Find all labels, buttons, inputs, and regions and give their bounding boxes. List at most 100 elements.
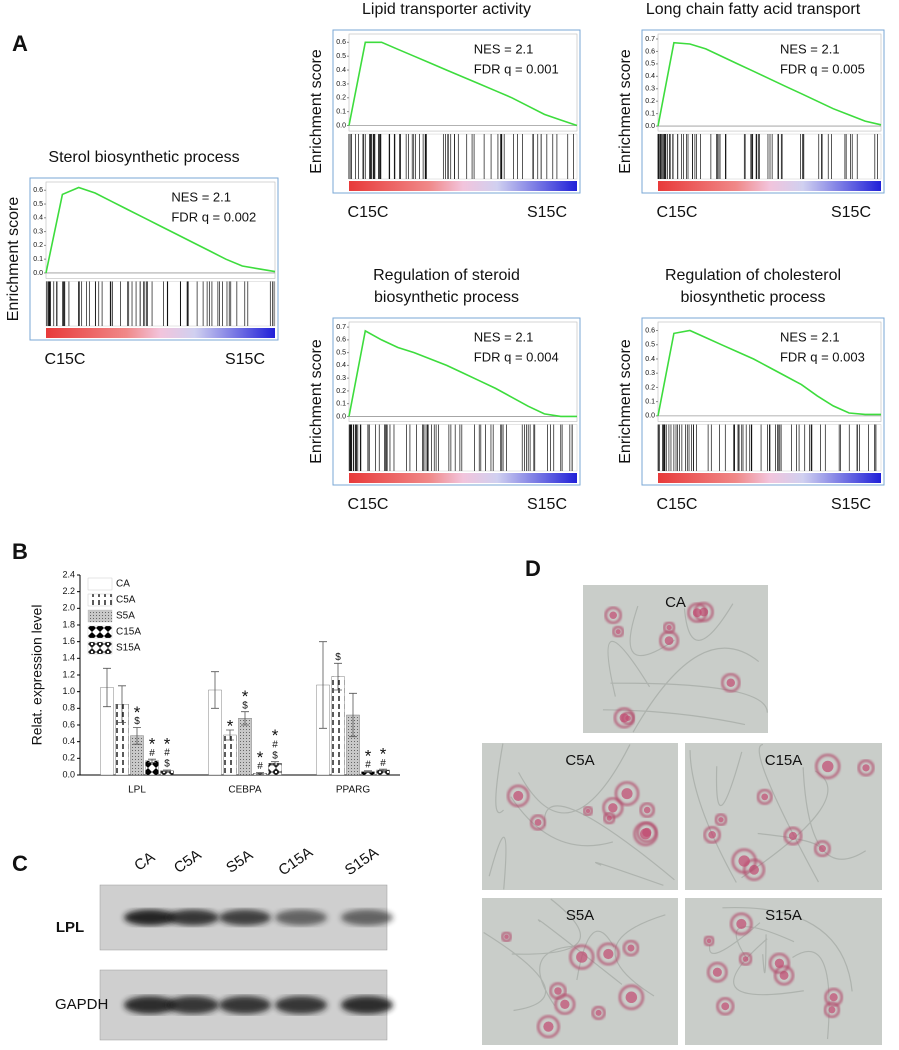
- plot-title: Sterol biosynthetic process: [48, 149, 239, 166]
- lipid-cell: [857, 759, 875, 777]
- y-tick-label: 2.2: [62, 586, 75, 596]
- error-bar: [271, 761, 279, 766]
- y-tick-label: 0.1: [336, 401, 346, 408]
- x-end-label: C15C: [657, 204, 698, 221]
- lipid-droplet: [513, 790, 524, 801]
- legend-swatch: [87, 577, 113, 591]
- lipid-droplet: [543, 1021, 554, 1032]
- error-bar: [241, 711, 249, 726]
- lipid-cell: [756, 788, 773, 805]
- cell-outline: [576, 930, 615, 981]
- y-tick-label: 1.4: [62, 653, 75, 663]
- stat-annotation: NES = 2.1: [780, 41, 840, 56]
- x-tick-label: PPARG: [336, 785, 370, 796]
- lipid-cell: [602, 797, 624, 819]
- lipid-cell: [716, 997, 735, 1016]
- stat-annotation: NES = 2.1: [474, 41, 534, 56]
- rank-bar: [349, 181, 577, 191]
- cell-outline: [595, 861, 664, 886]
- legend-swatch: [87, 641, 113, 655]
- lipid-cell: [743, 858, 766, 881]
- plot-area: [348, 321, 578, 422]
- lipid-cell: [506, 784, 530, 808]
- lipid-cell: [500, 931, 513, 943]
- lipid-droplet: [706, 938, 712, 944]
- blot-band: [167, 909, 219, 926]
- significance-mark: *: [227, 716, 234, 735]
- y-tick-label: 0.2: [33, 242, 43, 249]
- lipid-droplet: [712, 967, 722, 977]
- rank-bar: [46, 328, 275, 338]
- lipid-cell: [703, 825, 721, 844]
- lipid-cell: [614, 781, 640, 806]
- lipid-cell: [569, 944, 595, 970]
- y-tick-label: 0.0: [336, 413, 346, 420]
- cell-outline: [758, 743, 819, 883]
- y-tick-label: 0.2: [336, 388, 346, 395]
- y-tick-label: 0.0: [645, 413, 655, 420]
- legend-swatch: [87, 593, 113, 607]
- cell-outline: [607, 640, 651, 697]
- lipid-droplet: [560, 999, 570, 1009]
- x-end-label: C15C: [348, 496, 389, 513]
- stat-annotation: FDR q = 0.004: [474, 349, 559, 364]
- lipid-droplet: [534, 819, 542, 826]
- y-tick-label: 0.4: [336, 67, 346, 74]
- lipid-droplet: [615, 629, 621, 635]
- y-tick-label: 0.3: [336, 375, 346, 382]
- significance-mark: $: [335, 652, 341, 663]
- blot-band: [124, 909, 176, 926]
- y-tick-label: 0.2: [62, 753, 75, 763]
- y-tick-label: 1.0: [62, 686, 75, 696]
- cell-outline: [511, 898, 582, 955]
- y-tick-label: 0.5: [645, 61, 655, 68]
- significance-mark: *: [272, 726, 279, 745]
- legend-swatch: [87, 625, 113, 639]
- y-axis-label: Enrichment score: [617, 339, 634, 464]
- stat-annotation: NES = 2.1: [171, 189, 231, 204]
- y-tick-label: 2.0: [62, 603, 75, 613]
- x-end-label: C15C: [657, 496, 698, 513]
- lipid-droplet: [788, 831, 798, 841]
- lipid-droplet: [774, 958, 785, 968]
- y-tick-label: 0.7: [645, 36, 655, 43]
- y-tick-label: 0.8: [62, 703, 75, 713]
- lipid-cell: [591, 1005, 606, 1021]
- blot-band: [341, 909, 393, 926]
- x-end-label: S15C: [831, 204, 871, 221]
- panel-label: D: [525, 556, 541, 581]
- cell-outline: [762, 934, 767, 974]
- blot-band: [275, 909, 327, 926]
- lipid-droplet: [619, 713, 629, 723]
- panel-label: B: [12, 539, 28, 564]
- lipid-cell: [824, 987, 844, 1007]
- significance-mark: #: [149, 748, 155, 759]
- lipid-cell: [783, 826, 803, 846]
- cell-outline: [632, 647, 760, 733]
- x-end-label: S15C: [527, 204, 567, 221]
- hit-area: [657, 133, 882, 180]
- lipid-droplet: [822, 760, 834, 773]
- error-bar: [334, 662, 342, 691]
- y-tick-label: 0.1: [645, 110, 655, 117]
- cell-outline: [495, 743, 505, 814]
- legend-swatch: [87, 609, 113, 623]
- y-tick-label: 0.4: [336, 362, 346, 369]
- bar: [331, 676, 345, 776]
- cell-outline: [488, 836, 507, 890]
- blot-row-label: GAPDH: [55, 996, 108, 1013]
- error-bar: [133, 727, 141, 745]
- significance-mark: $: [164, 759, 170, 770]
- lipid-droplet: [664, 636, 674, 645]
- x-end-label: S15C: [225, 351, 265, 368]
- stat-annotation: FDR q = 0.003: [780, 349, 865, 364]
- plot-title: biosynthetic process: [374, 289, 519, 306]
- y-tick-label: 0.0: [33, 270, 43, 277]
- hit-area: [348, 424, 578, 472]
- error-bar: [103, 667, 111, 708]
- y-tick-label: 0.2: [645, 384, 655, 391]
- y-tick-label: 0.6: [336, 337, 346, 344]
- lipid-droplet: [862, 764, 870, 772]
- cell-outline: [715, 751, 743, 806]
